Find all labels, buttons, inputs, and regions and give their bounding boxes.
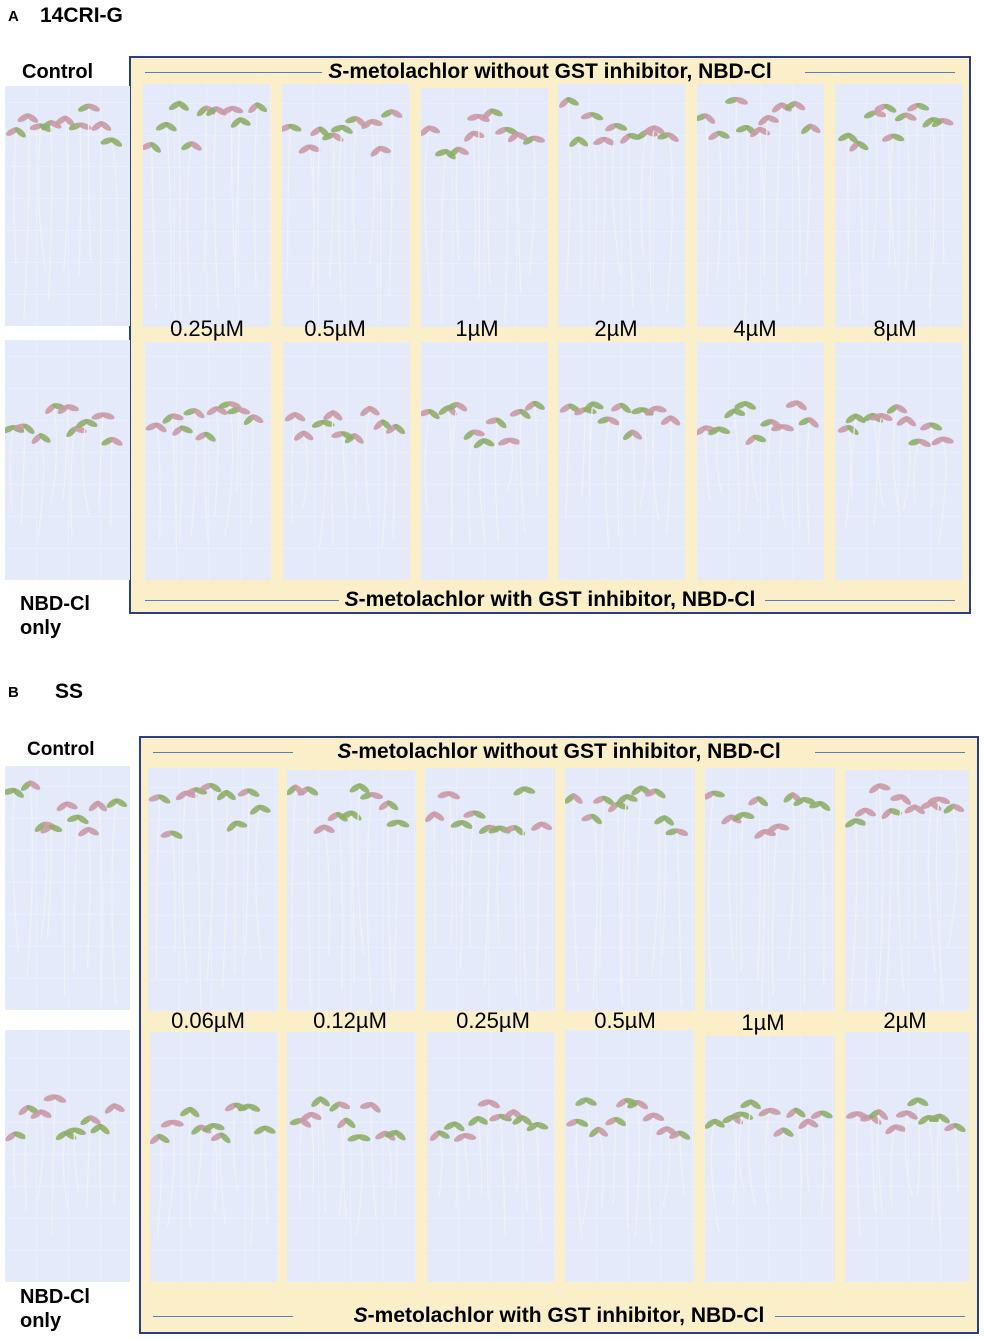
panel-b-top-title-rest: -metolachlor without GST inhibitor, NBD-… (351, 740, 781, 763)
panel-a-conc-4: 2µM (594, 316, 638, 341)
panel-a-conc-2: 0.5µM (304, 316, 366, 341)
panel-b-nbd-label-line2: only (20, 1310, 62, 1332)
panel-b-control-label: Control (27, 739, 95, 760)
panel-a-conc-5: 4µM (733, 316, 777, 341)
seedlings-drawing (421, 108, 545, 323)
panel-a-plate-bottom-2 (283, 342, 410, 580)
seedlings-drawing (143, 100, 268, 323)
panel-a-plate-bottom-5 (697, 342, 824, 580)
panel-b-bottom-title-prefix: S (353, 1304, 368, 1327)
seedlings-drawing (697, 96, 821, 322)
panel-b-control-plate (5, 766, 130, 1010)
seedlings-drawing (837, 404, 954, 544)
panel-a-top-title-prefix: S (328, 60, 343, 83)
panel-b-bottom-box-title: S-metolachlor with GST inhibitor, NBD-Cl (141, 1304, 977, 1328)
seedlings-drawing (565, 785, 689, 1007)
seedlings-drawing (287, 783, 410, 1007)
panel-b-nbd-only-plate (5, 1030, 130, 1282)
panel-a-nbd-only-plate (5, 340, 130, 580)
panel-b-conc-1: 0.06µM (171, 1008, 245, 1033)
panel-a-bottom-box-title: S-metolachlor with GST inhibitor, NBD-Cl (131, 588, 969, 612)
panel-a-plate-bottom-6 (835, 342, 962, 580)
panel-a-control-plate (5, 86, 130, 326)
seedlings-drawing (845, 783, 965, 1007)
panel-a-plate-bottom-1 (145, 342, 271, 580)
panel-b-bottom-title-rest: -metolachlor with GST inhibitor, NBD-Cl (367, 1304, 765, 1327)
seedlings-drawing (705, 790, 831, 1007)
seedlings-drawing (425, 786, 553, 1007)
seedlings-drawing (145, 401, 264, 550)
panel-a-title: 14CRI-G (40, 4, 123, 27)
panel-b-plate-bottom-5 (705, 1036, 835, 1282)
seedlings-drawing (5, 103, 123, 322)
panel-b-plate-top-2 (287, 770, 416, 1011)
panel-a-conc-1: 0.25µM (170, 316, 244, 341)
seedlings-drawing (697, 400, 819, 545)
seedlings-drawing (429, 1099, 549, 1243)
panel-a-bottom-title-rest: -metolachlor with GST inhibitor, NBD-Cl (358, 588, 756, 611)
panel-b-conc-5: 1µM (741, 1010, 785, 1035)
panel-a-control-label: Control (22, 61, 94, 83)
panel-a-plate-bottom-3 (421, 342, 548, 580)
panel-b-plate-top-4 (565, 768, 695, 1011)
panel-a-plate-top-5 (697, 84, 824, 327)
seedlings-drawing (148, 782, 271, 1007)
panel-b-conc-2: 0.12µM (313, 1008, 387, 1033)
seedlings-drawing (559, 401, 681, 549)
panel-b-plate-top-3 (425, 768, 555, 1011)
panel-b-conc-4: 0.5µM (594, 1008, 656, 1033)
panel-b-conc-3: 0.25µM (456, 1008, 530, 1033)
panel-b-plate-bottom-6 (845, 1032, 969, 1282)
panel-a-conc-3: 1µM (455, 316, 499, 341)
seedlings-drawing (150, 1102, 276, 1246)
panel-a-bottom-title-prefix: S (344, 588, 359, 611)
seedlings-drawing (5, 403, 123, 538)
panel-b-plate-top-6 (845, 770, 969, 1011)
panel-b-letter: B (8, 684, 19, 701)
panel-a-nbd-label-line2: only (20, 617, 62, 639)
panel-a-conc-6: 8µM (873, 316, 917, 341)
seedlings-drawing (5, 1094, 125, 1235)
panel-b-treatment-box: S-metolachlor without GST inhibitor, NBD… (139, 736, 979, 1334)
panel-b-nbd-label-line1: NBD-Cl (20, 1286, 90, 1308)
panel-a-top-title-rest: -metolachlor without GST inhibitor, NBD-… (342, 60, 772, 83)
panel-b-top-box-title: S-metolachlor without GST inhibitor, NBD… (141, 740, 977, 764)
panel-a-plate-top-3 (421, 88, 548, 327)
panel-a-plate-top-4 (558, 84, 685, 327)
panel-a-nbd-label: NBD-Cl only (20, 592, 90, 640)
panel-b-nbd-label: NBD-Cl only (20, 1285, 90, 1333)
panel-b-plate-bottom-3 (427, 1032, 555, 1282)
seedlings-drawing (845, 1097, 966, 1240)
seedlings-drawing (284, 405, 406, 550)
panel-b-plate-bottom-2 (287, 1032, 416, 1282)
panel-a-plate-top-1 (143, 84, 271, 327)
seedlings-drawing (421, 400, 545, 546)
panel-b-top-title-prefix: S (337, 740, 352, 763)
panel-b-conc-6: 2µM (883, 1008, 927, 1033)
seedlings-drawing (282, 109, 403, 323)
panel-a-letter: A (8, 8, 19, 25)
panel-a-nbd-label-line1: NBD-Cl (20, 593, 90, 615)
seedlings-drawing (566, 1097, 691, 1245)
panel-b-plate-top-1 (148, 768, 278, 1011)
seedlings-drawing (5, 780, 128, 1006)
panel-a-plate-bottom-4 (558, 342, 685, 580)
panel-b-title: SS (55, 680, 84, 703)
panel-b-plate-top-5 (705, 768, 835, 1011)
seedlings-drawing (838, 102, 954, 323)
panel-a-plate-top-6 (835, 84, 962, 327)
panel-b-plate-bottom-4 (565, 1030, 694, 1282)
panel-b-plate-bottom-1 (150, 1032, 278, 1282)
panel-a-top-box-title: S-metolachlor without GST inhibitor, NBD… (131, 60, 969, 84)
seedlings-drawing (289, 1096, 406, 1236)
seedlings-drawing (559, 97, 679, 312)
seedlings-drawing (705, 1099, 833, 1233)
panel-a-plate-top-2 (282, 84, 410, 327)
